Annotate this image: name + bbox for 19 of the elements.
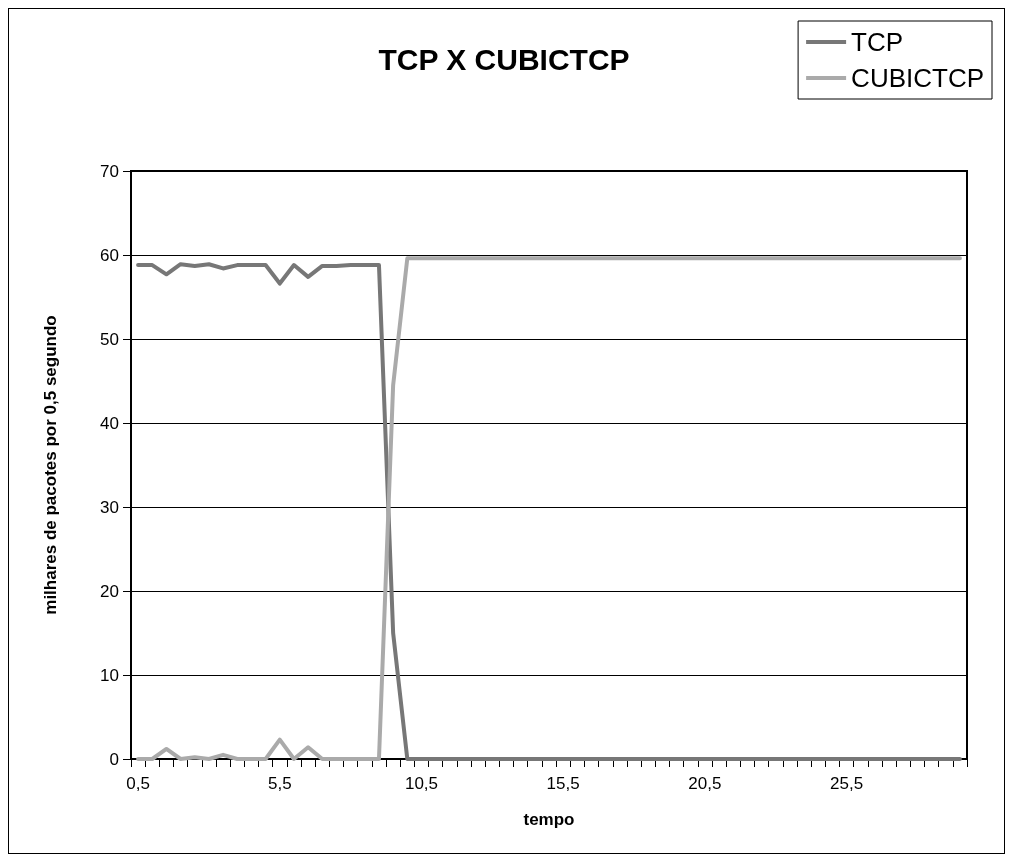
x-tick-label: 25,5	[830, 774, 864, 793]
y-tick-label: 30	[100, 497, 119, 517]
x-tick-label: 0,5	[126, 774, 150, 793]
y-tick-label: 70	[100, 161, 119, 181]
chart-title: TCP X CUBICTCP	[378, 42, 630, 76]
y-tick-label: 10	[100, 665, 119, 685]
legend-label: CUBICTCP	[851, 63, 985, 93]
y-tick-label: 50	[100, 329, 119, 349]
x-tick-label: 10,5	[404, 774, 439, 793]
x-tick-label: 20,5	[688, 774, 722, 793]
x-tick-label: 15,5	[546, 774, 580, 793]
y-tick-label: 60	[100, 245, 119, 265]
y-axis-title: milhares de pacotes por 0,5 segundo	[41, 315, 60, 615]
y-tick-label: 20	[100, 581, 119, 601]
y-tick-label: 0	[109, 749, 119, 769]
x-axis-title: tempo	[523, 810, 575, 829]
legend-label: TCP	[851, 27, 904, 57]
x-tick-label: 5,5	[267, 774, 292, 793]
y-tick-label: 40	[100, 413, 119, 433]
